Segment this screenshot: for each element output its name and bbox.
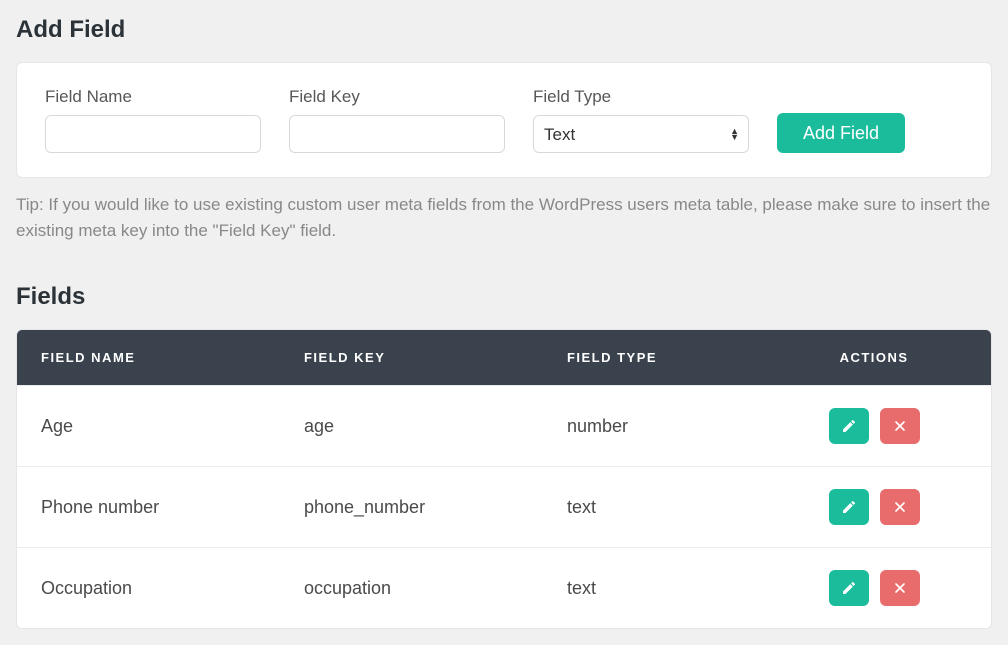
pencil-icon xyxy=(841,418,857,434)
delete-button[interactable] xyxy=(880,408,920,444)
col-header-actions: ACTIONS xyxy=(757,330,991,386)
edit-button[interactable] xyxy=(829,489,869,525)
cell-actions xyxy=(757,548,991,629)
add-field-card: Field Name Field Key Field Type Text ▲▼ … xyxy=(16,62,992,178)
cell-name: Occupation xyxy=(17,548,280,629)
fields-table-container: FIELD NAME FIELD KEY FIELD TYPE ACTIONS … xyxy=(16,329,992,629)
col-header-type: FIELD TYPE xyxy=(543,330,757,386)
close-icon xyxy=(892,499,908,515)
table-row: Occupation occupation text xyxy=(17,548,991,629)
cell-key: age xyxy=(280,386,543,467)
table-row: Age age number xyxy=(17,386,991,467)
field-name-group: Field Name xyxy=(45,87,261,153)
tip-text: Tip: If you would like to use existing c… xyxy=(16,192,992,243)
field-name-input[interactable] xyxy=(45,115,261,153)
add-field-title: Add Field xyxy=(16,16,992,44)
field-name-label: Field Name xyxy=(45,87,261,107)
field-type-label: Field Type xyxy=(533,87,749,107)
delete-button[interactable] xyxy=(880,489,920,525)
field-key-group: Field Key xyxy=(289,87,505,153)
field-key-label: Field Key xyxy=(289,87,505,107)
edit-button[interactable] xyxy=(829,570,869,606)
pencil-icon xyxy=(841,499,857,515)
cell-key: phone_number xyxy=(280,467,543,548)
cell-type: number xyxy=(543,386,757,467)
table-row: Phone number phone_number text xyxy=(17,467,991,548)
edit-button[interactable] xyxy=(829,408,869,444)
fields-table: FIELD NAME FIELD KEY FIELD TYPE ACTIONS … xyxy=(17,330,991,628)
cell-actions xyxy=(757,467,991,548)
field-type-group: Field Type Text ▲▼ xyxy=(533,87,749,153)
table-header-row: FIELD NAME FIELD KEY FIELD TYPE ACTIONS xyxy=(17,330,991,386)
close-icon xyxy=(892,418,908,434)
add-field-button[interactable]: Add Field xyxy=(777,113,905,153)
cell-key: occupation xyxy=(280,548,543,629)
field-key-input[interactable] xyxy=(289,115,505,153)
col-header-name: FIELD NAME xyxy=(17,330,280,386)
cell-actions xyxy=(757,386,991,467)
col-header-key: FIELD KEY xyxy=(280,330,543,386)
cell-type: text xyxy=(543,467,757,548)
cell-type: text xyxy=(543,548,757,629)
pencil-icon xyxy=(841,580,857,596)
cell-name: Phone number xyxy=(17,467,280,548)
close-icon xyxy=(892,580,908,596)
cell-name: Age xyxy=(17,386,280,467)
delete-button[interactable] xyxy=(880,570,920,606)
field-type-select[interactable]: Text xyxy=(533,115,749,153)
fields-title: Fields xyxy=(16,283,992,311)
